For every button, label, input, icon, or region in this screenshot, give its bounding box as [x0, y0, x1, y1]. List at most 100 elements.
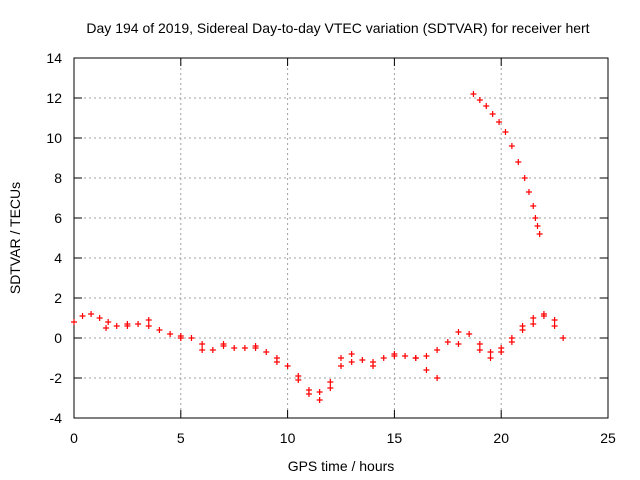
data-point [530, 315, 537, 321]
data-point [273, 359, 280, 365]
data-point [466, 331, 473, 337]
data-point [263, 349, 270, 355]
data-point [105, 319, 112, 325]
data-point [434, 347, 441, 353]
x-tick-label: 5 [177, 430, 185, 446]
data-point [209, 347, 216, 353]
data-point [551, 323, 558, 329]
data-point [145, 323, 152, 329]
data-point [252, 343, 259, 349]
data-point [156, 327, 163, 333]
series-2 [470, 91, 543, 237]
x-tick-label: 25 [600, 430, 616, 446]
data-point [498, 349, 505, 355]
data-point [476, 341, 483, 347]
data-point [327, 379, 334, 385]
data-point [135, 321, 142, 327]
data-point [519, 327, 526, 333]
data-point [532, 215, 539, 221]
data-point [508, 339, 515, 345]
data-point [284, 363, 291, 369]
data-point [370, 363, 377, 369]
data-point [530, 321, 537, 327]
data-point [534, 223, 541, 229]
data-point [88, 311, 95, 317]
data-point [338, 355, 344, 361]
data-point [220, 341, 227, 347]
x-axis-label: GPS time / hours [288, 458, 395, 474]
data-point [483, 103, 490, 109]
data-point [444, 339, 451, 345]
y-tick-label: 4 [54, 250, 62, 266]
y-tick-label: -4 [50, 410, 63, 426]
axis-ticks [73, 57, 609, 419]
data-point [525, 189, 532, 195]
data-point [348, 351, 355, 357]
plot-frame [73, 57, 609, 419]
data-point [402, 353, 409, 359]
data-point [536, 231, 543, 237]
x-tick-label: 20 [493, 430, 509, 446]
data-point [231, 345, 238, 351]
data-point [199, 347, 206, 353]
data-point [316, 397, 323, 403]
data-point [316, 389, 323, 395]
x-tick-label: 15 [387, 430, 403, 446]
data-point [79, 313, 86, 319]
data-point [423, 367, 430, 373]
data-point [502, 129, 509, 135]
y-tick-label: 12 [46, 90, 62, 106]
x-tick-label: 0 [70, 430, 78, 446]
data-point [188, 335, 195, 341]
data-point [348, 359, 355, 365]
data-point [489, 111, 496, 117]
data-points [71, 91, 567, 403]
data-point [96, 315, 103, 321]
data-point [487, 355, 494, 361]
data-point [391, 353, 398, 359]
data-point [145, 317, 152, 323]
data-point [380, 355, 387, 361]
data-point [167, 331, 174, 337]
data-point [434, 375, 441, 381]
axis-tick-labels: 0 5 10 15 20 25 -4 -2 0 2 4 6 8 10 12 14 [46, 50, 616, 446]
data-point [177, 333, 184, 339]
data-point [496, 119, 503, 125]
data-point [113, 323, 120, 329]
data-point [551, 317, 558, 323]
y-tick-label: 0 [54, 330, 62, 346]
chart-title: Day 194 of 2019, Sidereal Day-to-day VTE… [86, 20, 589, 36]
data-point [241, 345, 248, 351]
series-0 [71, 311, 567, 395]
data-point [476, 347, 483, 353]
data-point [476, 97, 483, 103]
data-point [455, 341, 462, 347]
data-point [521, 175, 528, 181]
y-tick-label: 14 [46, 50, 62, 66]
data-point [359, 357, 366, 363]
x-tick-label: 10 [280, 430, 296, 446]
data-point [338, 363, 344, 369]
data-point [487, 349, 494, 355]
y-tick-label: -2 [50, 370, 63, 386]
data-point [540, 311, 547, 317]
data-point [295, 373, 302, 379]
data-point [530, 203, 537, 209]
y-tick-label: 6 [54, 210, 62, 226]
grid-lines [74, 58, 608, 418]
data-point [455, 329, 462, 335]
data-point [327, 385, 334, 391]
data-point [305, 391, 312, 397]
data-point [515, 159, 522, 165]
y-tick-label: 10 [46, 130, 62, 146]
data-point [71, 319, 77, 325]
y-axis-label: SDTVAR / TECUs [7, 182, 23, 294]
data-point [103, 325, 110, 331]
data-point [508, 143, 515, 149]
data-point [470, 91, 477, 97]
y-tick-label: 2 [54, 290, 62, 306]
data-point [199, 341, 206, 347]
series-1 [103, 311, 558, 403]
